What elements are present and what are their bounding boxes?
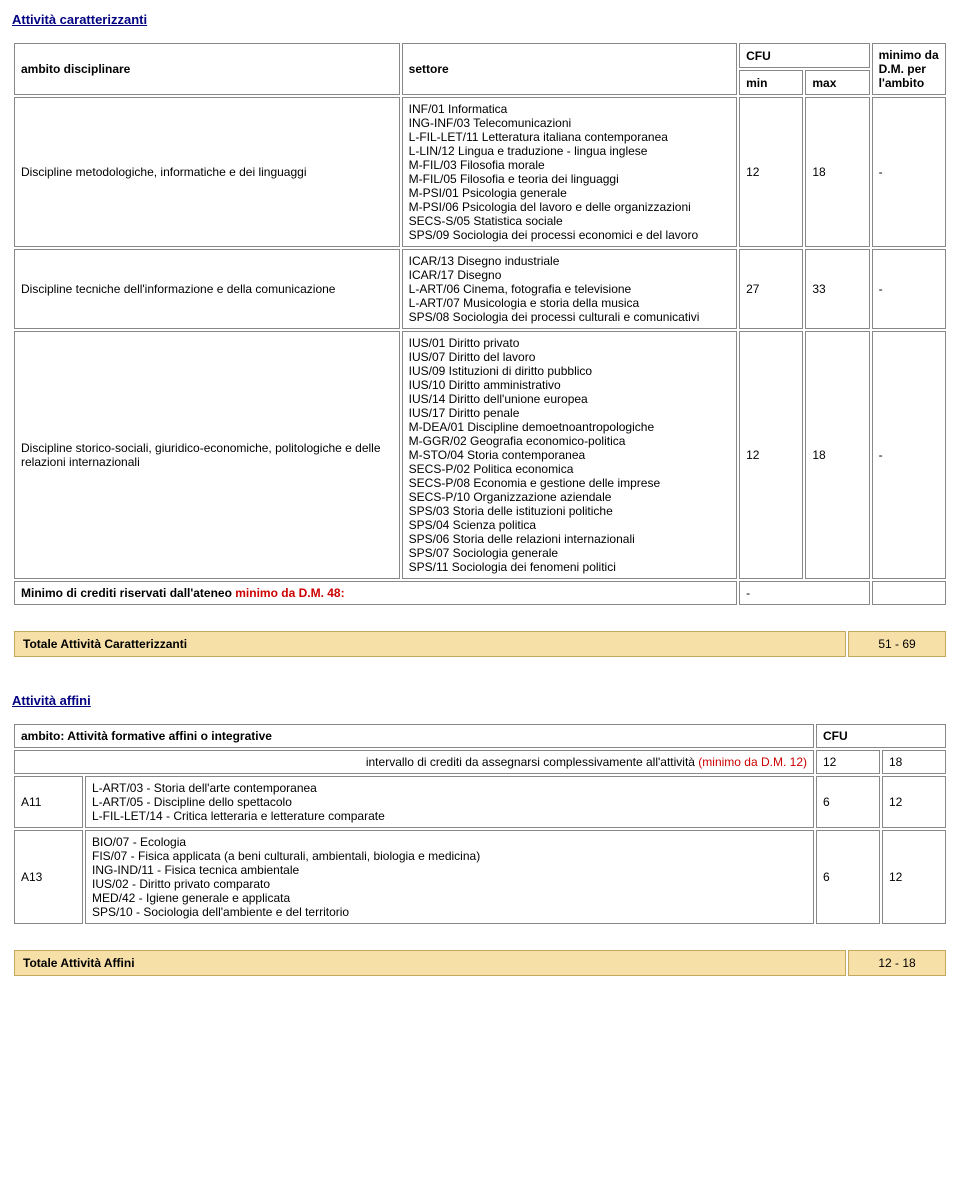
cell-ambito: Discipline tecniche dell'informazione e … <box>14 249 400 329</box>
intervallo-max: 18 <box>882 750 946 774</box>
section-title-caratterizzanti: Attività caratterizzanti <box>12 12 948 27</box>
cell-max: 18 <box>805 331 869 579</box>
cell-min: 12 <box>739 97 803 247</box>
cell-settore: IUS/01 Diritto privato IUS/07 Diritto de… <box>402 331 737 579</box>
min-crediti-label: Minimo di crediti riservati dall'ateneo … <box>14 581 737 605</box>
totale-affini-label: Totale Attività Affini <box>14 950 846 976</box>
totale-affini: Totale Attività Affini 12 - 18 <box>12 948 948 978</box>
totale-label: Totale Attività Caratterizzanti <box>14 631 846 657</box>
cell-max: 33 <box>805 249 869 329</box>
cell-minimo: - <box>872 331 946 579</box>
affini-cfu-header: CFU <box>816 724 946 748</box>
col-min: min <box>739 70 803 95</box>
table-row: A11 L-ART/03 - Storia dell'arte contempo… <box>14 776 946 828</box>
affini-max: 12 <box>882 830 946 924</box>
intervallo-red: (minimo da D.M. 12) <box>698 755 807 769</box>
col-settore: settore <box>402 43 737 95</box>
table-row: Discipline tecniche dell'informazione e … <box>14 249 946 329</box>
totale-caratterizzanti: Totale Attività Caratterizzanti 51 - 69 <box>12 629 948 659</box>
totale-affini-value: 12 - 18 <box>848 950 946 976</box>
affini-min: 6 <box>816 830 880 924</box>
cell-ambito: Discipline metodologiche, informatiche e… <box>14 97 400 247</box>
affini-intervallo-row: intervallo di crediti da assegnarsi comp… <box>14 750 946 774</box>
min-crediti-value: - <box>739 581 870 605</box>
table-row: Discipline metodologiche, informatiche e… <box>14 97 946 247</box>
cell-max: 18 <box>805 97 869 247</box>
min-crediti-red: minimo da D.M. 48: <box>235 586 344 600</box>
totale-value: 51 - 69 <box>848 631 946 657</box>
cell-minimo: - <box>872 249 946 329</box>
col-minimo-dm: minimo da D.M. per l'ambito <box>872 43 946 95</box>
table-affini: ambito: Attività formative affini o inte… <box>12 722 948 926</box>
section-title-affini: Attività affini <box>12 693 948 708</box>
affini-text: L-ART/03 - Storia dell'arte contemporane… <box>85 776 814 828</box>
col-max: max <box>805 70 869 95</box>
col-ambito: ambito disciplinare <box>14 43 400 95</box>
intervallo-min: 12 <box>816 750 880 774</box>
affini-header-row: ambito: Attività formative affini o inte… <box>14 724 946 748</box>
col-cfu: CFU <box>739 43 870 68</box>
affini-code: A11 <box>14 776 83 828</box>
table-row: A13 BIO/07 - Ecologia FIS/07 - Fisica ap… <box>14 830 946 924</box>
cell-ambito: Discipline storico-sociali, giuridico-ec… <box>14 331 400 579</box>
table-caratterizzanti: ambito disciplinare settore CFU minimo d… <box>12 41 948 607</box>
cell-min: 12 <box>739 331 803 579</box>
table-header-row: ambito disciplinare settore CFU minimo d… <box>14 43 946 68</box>
affini-max: 12 <box>882 776 946 828</box>
cell-minimo: - <box>872 97 946 247</box>
cell-settore: INF/01 Informatica ING-INF/03 Telecomuni… <box>402 97 737 247</box>
affini-text: BIO/07 - Ecologia FIS/07 - Fisica applic… <box>85 830 814 924</box>
cell-settore: ICAR/13 Disegno industriale ICAR/17 Dise… <box>402 249 737 329</box>
intervallo-text: intervallo di crediti da assegnarsi comp… <box>366 755 698 769</box>
min-crediti-empty <box>872 581 946 605</box>
cell-min: 27 <box>739 249 803 329</box>
affini-min: 6 <box>816 776 880 828</box>
affini-ambito-header: ambito: Attività formative affini o inte… <box>14 724 814 748</box>
min-crediti-row: Minimo di crediti riservati dall'ateneo … <box>14 581 946 605</box>
min-crediti-text: Minimo di crediti riservati dall'ateneo <box>21 586 235 600</box>
affini-code: A13 <box>14 830 83 924</box>
affini-intervallo-label: intervallo di crediti da assegnarsi comp… <box>14 750 814 774</box>
table-row: Discipline storico-sociali, giuridico-ec… <box>14 331 946 579</box>
